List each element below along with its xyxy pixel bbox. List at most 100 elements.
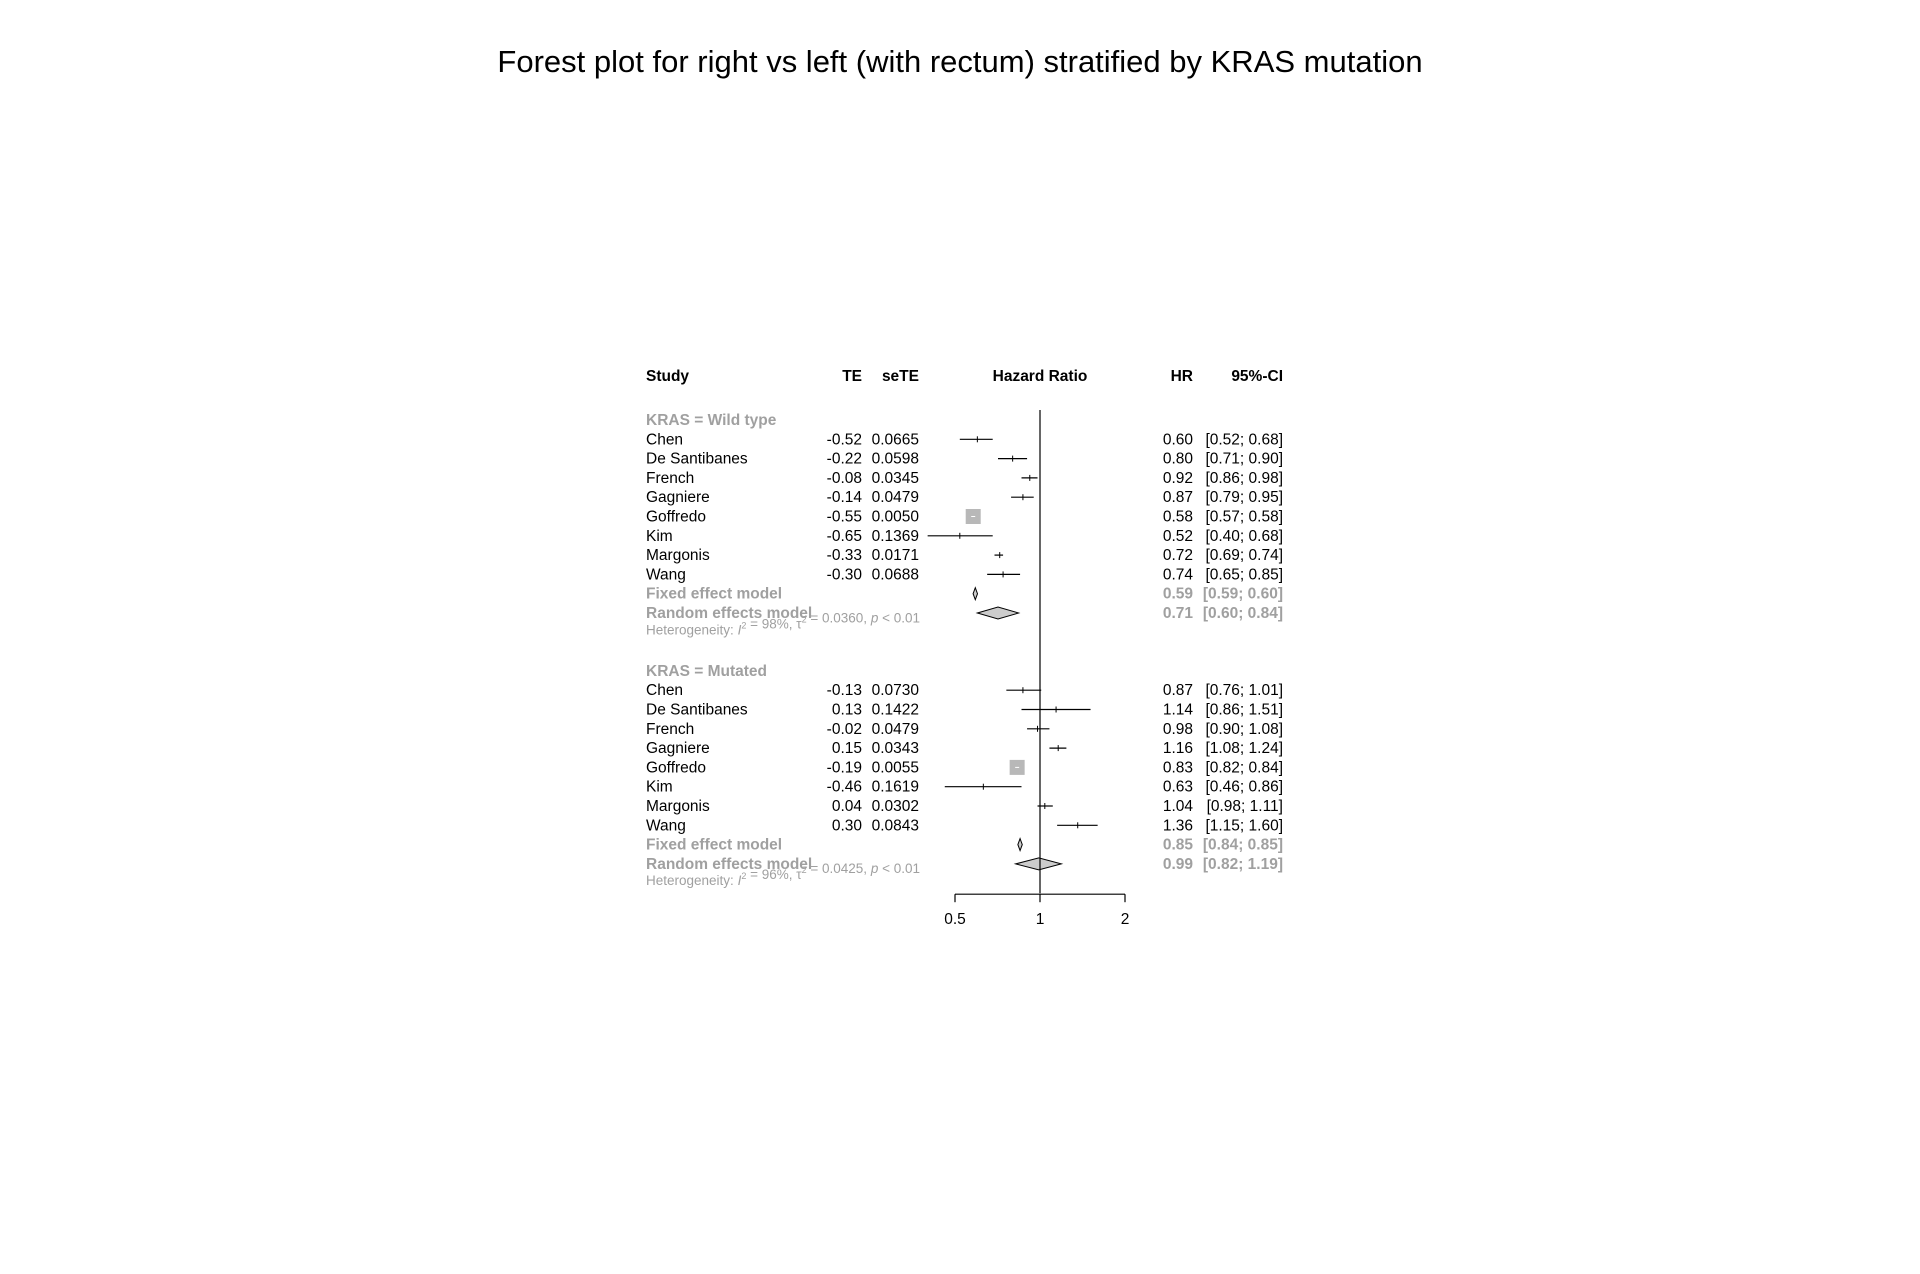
study-ci: [0.82; 0.84] xyxy=(1205,759,1283,776)
study-ci: [0.86; 1.51] xyxy=(1205,702,1283,719)
random-effects-diamond xyxy=(1013,857,1064,871)
study-sete: 0.0730 xyxy=(872,682,920,699)
x-tick-label: 1 xyxy=(1036,911,1045,928)
study-name: De Santibanes xyxy=(646,451,748,468)
study-sete: 0.0171 xyxy=(872,547,919,564)
study-te: 0.13 xyxy=(832,702,862,719)
fixed-effect-hr: 0.59 xyxy=(1163,586,1194,603)
study-ci: [0.69; 0.74] xyxy=(1205,547,1283,564)
study-hr: 0.92 xyxy=(1163,470,1193,487)
study-hr: 0.74 xyxy=(1163,566,1194,583)
study-hr: 0.83 xyxy=(1163,759,1193,776)
study-sete: 0.0345 xyxy=(872,470,919,487)
study-name: French xyxy=(646,470,694,487)
study-sete: 0.0688 xyxy=(872,566,919,583)
study-te: -0.33 xyxy=(827,547,862,564)
heterogeneity-part: = 0.0360, xyxy=(807,610,871,625)
study-ci: [0.79; 0.95] xyxy=(1205,489,1283,506)
study-te: -0.14 xyxy=(827,489,863,506)
study-hr: 1.16 xyxy=(1163,740,1193,757)
fixed-effect-hr: 0.85 xyxy=(1163,837,1194,854)
study-hr: 0.98 xyxy=(1163,721,1193,738)
study-hr: 0.87 xyxy=(1163,682,1193,699)
study-hr: 0.87 xyxy=(1163,489,1193,506)
study-hr: 0.60 xyxy=(1163,431,1194,448)
study-sete: 0.1422 xyxy=(872,702,919,719)
study-hr: 1.36 xyxy=(1163,817,1193,834)
study-te: -0.30 xyxy=(827,566,863,583)
study-name: De Santibanes xyxy=(646,702,748,719)
study-hr: 1.14 xyxy=(1163,702,1194,719)
x-tick-label: 0.5 xyxy=(944,911,966,928)
study-te: 0.04 xyxy=(832,798,863,815)
study-name: Wang xyxy=(646,566,686,583)
study-ci: [1.15; 1.60] xyxy=(1205,817,1283,834)
study-name: Kim xyxy=(646,528,673,545)
group-label: KRAS = Mutated xyxy=(646,663,767,680)
random-effects-ci: [0.60; 0.84] xyxy=(1203,605,1283,622)
study-te: -0.55 xyxy=(827,509,862,526)
study-name: Margonis xyxy=(646,547,710,564)
study-name: Kim xyxy=(646,779,673,796)
study-ci: [0.52; 0.68] xyxy=(1205,431,1283,448)
study-ci: [0.90; 1.08] xyxy=(1205,721,1283,738)
study-name: Margonis xyxy=(646,798,710,815)
heterogeneity-part: = 96%, xyxy=(746,867,796,882)
study-hr: 0.58 xyxy=(1163,509,1193,526)
heterogeneity-part: = 0.0425, xyxy=(807,861,871,876)
heterogeneity-text: Heterogeneity: I2 = 96%, τ2 = 0.0425, p … xyxy=(646,861,920,888)
study-sete: 0.0055 xyxy=(872,759,919,776)
fixed-effect-label: Fixed effect model xyxy=(646,837,782,854)
heterogeneity-part: I xyxy=(738,622,742,637)
study-hr: 0.80 xyxy=(1163,451,1194,468)
heterogeneity-part: 2 xyxy=(741,620,746,630)
study-te: -0.19 xyxy=(827,759,862,776)
heterogeneity-text: Heterogeneity: I2 = 98%, τ2 = 0.0360, p … xyxy=(646,610,920,637)
header-te: TE xyxy=(842,368,862,385)
study-hr: 0.63 xyxy=(1163,779,1193,796)
study-ci: [0.46; 0.86] xyxy=(1205,779,1283,796)
study-ci: [0.86; 0.98] xyxy=(1205,470,1283,487)
study-te: -0.02 xyxy=(827,721,862,738)
study-name: Chen xyxy=(646,682,683,699)
heterogeneity-part: τ xyxy=(796,867,802,882)
study-te: -0.52 xyxy=(827,431,862,448)
study-sete: 0.0598 xyxy=(872,451,919,468)
heterogeneity-part: I xyxy=(738,873,742,888)
study-te: -0.08 xyxy=(827,470,862,487)
study-te: -0.13 xyxy=(827,682,862,699)
x-tick-label: 2 xyxy=(1121,911,1130,928)
heterogeneity-part: τ xyxy=(796,616,802,631)
study-sete: 0.1369 xyxy=(872,528,919,545)
study-te: -0.22 xyxy=(827,451,862,468)
heterogeneity-part: Heterogeneity: xyxy=(646,622,738,637)
group-label: KRAS = Wild type xyxy=(646,412,777,429)
study-name: Goffredo xyxy=(646,759,706,776)
study-sete: 0.0665 xyxy=(872,431,919,448)
study-hr: 0.52 xyxy=(1163,528,1193,545)
header-plot: Hazard Ratio xyxy=(993,368,1088,385)
study-name: Wang xyxy=(646,817,686,834)
study-sete: 0.0479 xyxy=(872,721,919,738)
study-hr: 1.04 xyxy=(1163,798,1194,815)
heterogeneity-part: = 98%, xyxy=(746,616,796,631)
study-ci: [0.57; 0.58] xyxy=(1205,509,1283,526)
random-effects-hr: 0.71 xyxy=(1163,605,1194,622)
fixed-effect-diamond xyxy=(972,586,979,602)
study-name: Gagniere xyxy=(646,489,710,506)
header-ci: 95%-CI xyxy=(1231,368,1283,385)
study-hr: 0.72 xyxy=(1163,547,1193,564)
study-ci: [0.76; 1.01] xyxy=(1205,682,1283,699)
random-effects-diamond xyxy=(975,606,1021,620)
study-ci: [0.65; 0.85] xyxy=(1205,566,1283,583)
study-sete: 0.1619 xyxy=(872,779,919,796)
random-effects-label: Random effects model xyxy=(646,605,812,622)
study-ci: [0.98; 1.11] xyxy=(1207,798,1283,815)
fixed-effect-label: Fixed effect model xyxy=(646,586,782,603)
heterogeneity-part: Heterogeneity: xyxy=(646,873,738,888)
heterogeneity-part: 2 xyxy=(802,865,807,875)
study-te: -0.65 xyxy=(827,528,862,545)
study-te: -0.46 xyxy=(827,779,862,796)
fixed-effect-diamond xyxy=(1017,837,1023,853)
header-sete: seTE xyxy=(882,368,919,385)
